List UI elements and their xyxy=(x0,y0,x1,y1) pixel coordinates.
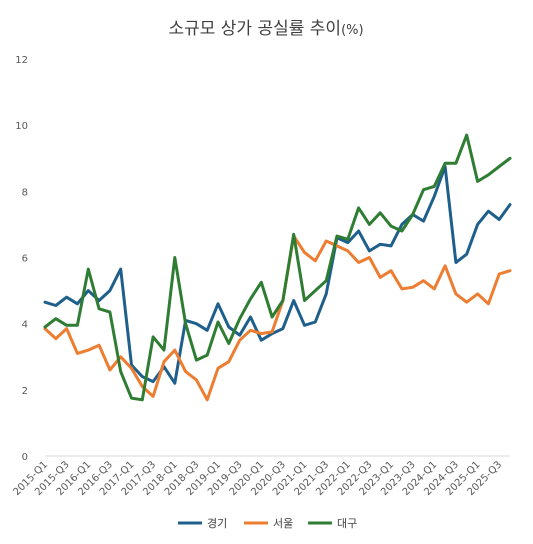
legend-label-1: 경기 xyxy=(207,517,227,530)
x-axis: 2015-Q12015-Q32016-Q12016-Q32017-Q12017-… xyxy=(11,455,510,498)
chart-title: 소규모 상가 공실률 추이(%) xyxy=(168,19,363,39)
chart-title-main: 소규모 상가 공실률 추이 xyxy=(168,19,341,39)
series-layer xyxy=(43,133,512,402)
y-tick-label: 8 xyxy=(22,187,28,198)
y-tick-label: 0 xyxy=(22,452,28,463)
legend: 경기 서울 대구 xyxy=(178,517,357,530)
y-tick-label: 10 xyxy=(15,121,28,132)
series-line-1 xyxy=(43,165,512,385)
y-tick-label: 4 xyxy=(22,320,28,331)
legend-label-3: 대구 xyxy=(337,517,357,530)
y-tick-label: 6 xyxy=(22,254,28,265)
y-tick-label: 12 xyxy=(15,55,28,66)
series-line-2 xyxy=(43,234,512,402)
y-tick-label: 2 xyxy=(22,386,28,397)
chart-title-unit: (%) xyxy=(341,23,364,38)
series-line-3 xyxy=(43,133,512,402)
y-axis: 0 2 4 6 8 10 12 xyxy=(15,55,28,463)
legend-label-2: 서울 xyxy=(273,517,293,530)
